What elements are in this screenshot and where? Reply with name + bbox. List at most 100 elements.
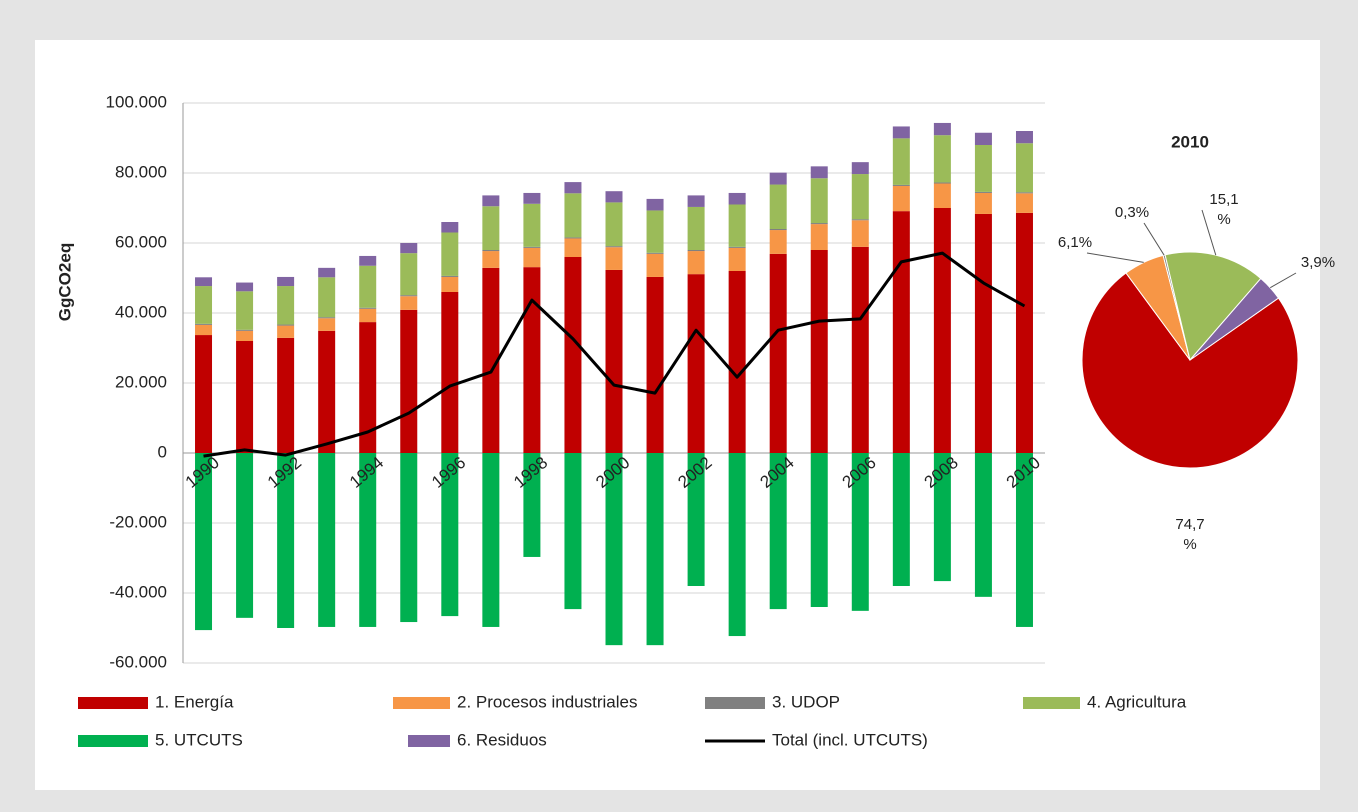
bar-segment (974, 453, 992, 597)
bar-segment (810, 178, 828, 224)
bar-segment (851, 246, 869, 453)
bar-segment (605, 269, 623, 453)
pie-label: 6,1% (1058, 234, 1092, 251)
bar-segment (195, 286, 213, 324)
bar-segment (892, 126, 910, 139)
leader-line (1269, 272, 1297, 289)
bar-segment (646, 253, 664, 277)
total-line (203, 251, 1026, 458)
bar-segment (482, 453, 500, 627)
bar-segment (687, 453, 705, 586)
bar-segment (400, 253, 418, 296)
bar-segment (564, 182, 582, 194)
bar-segment (646, 210, 664, 253)
bar-segment (810, 166, 828, 179)
bar-segment (277, 337, 295, 453)
bar-segment (728, 453, 746, 637)
bar-segment (646, 252, 664, 254)
legend-swatch (78, 735, 148, 747)
bar-segment (933, 453, 951, 582)
y-tick-label: -40.000 (109, 582, 167, 601)
legend-swatch (393, 697, 450, 709)
bar-segment (933, 135, 951, 183)
legend-swatch (705, 697, 765, 709)
bar-segment (728, 271, 746, 453)
legend-label: 3. UDOP (772, 692, 840, 711)
bar-segment (851, 219, 869, 221)
bar-segment (605, 202, 623, 247)
bar-segment (851, 162, 869, 175)
bar-segment (359, 453, 377, 627)
bar-segment (523, 203, 541, 247)
bar-segment (974, 132, 992, 145)
y-tick-label: 0 (158, 442, 167, 461)
bar-segment (236, 453, 254, 618)
y-axis-label: GgCO2eq (55, 243, 74, 321)
bar-segment (605, 246, 623, 248)
bar-segment (1015, 453, 1033, 627)
legend-swatch (408, 735, 450, 747)
bar-segment (646, 453, 664, 646)
bar-segment (646, 276, 664, 453)
bar-segment (236, 330, 254, 341)
bar-segment (810, 250, 828, 453)
bar-segment (564, 257, 582, 453)
y-tick-label: -20.000 (109, 512, 167, 531)
bar-segment (769, 253, 787, 453)
legend-label: 6. Residuos (457, 730, 547, 749)
bar-segment (974, 145, 992, 192)
bar-segment (318, 267, 336, 278)
bar-segment (195, 277, 213, 287)
bar-segment (236, 291, 254, 330)
bar-segment (769, 229, 787, 231)
bar-segment (236, 341, 254, 453)
bar-segment (564, 238, 582, 257)
bar-segment (810, 453, 828, 607)
bar-segment (769, 453, 787, 610)
bar-segment (892, 185, 910, 212)
pie-label: 0,3% (1115, 204, 1149, 221)
bar-segment (728, 204, 746, 247)
bar-segment (687, 195, 705, 207)
bar-segment (933, 183, 951, 208)
bar-segment (441, 292, 459, 453)
bar-segment (400, 296, 418, 310)
bar-segment (482, 250, 500, 252)
leader-line (1086, 252, 1144, 263)
bar-segment (1015, 212, 1033, 453)
bar-segment (195, 335, 213, 453)
legend-label: 4. Agricultura (1087, 692, 1187, 711)
bar-segment (318, 317, 336, 319)
bar-segment (359, 265, 377, 308)
bar-segment (400, 295, 418, 297)
bar-segment (318, 318, 336, 331)
legend-swatch (78, 697, 148, 709)
bar-segment (441, 276, 459, 292)
bar-segment (687, 251, 705, 275)
bar-segment (933, 208, 951, 453)
legend-label: 5. UTCUTS (155, 730, 243, 749)
y-tick-label: 40.000 (115, 302, 167, 321)
bar-segment (523, 267, 541, 453)
leader-line (1143, 222, 1165, 256)
bar-segment (1015, 131, 1033, 144)
bar-segment (892, 211, 910, 453)
bar-segment (318, 277, 336, 318)
bar-segment (1015, 143, 1033, 193)
bar-segment (482, 267, 500, 453)
bar-segment (974, 191, 992, 193)
bar-segment (892, 184, 910, 186)
bar-segment (400, 309, 418, 453)
leader-line (1201, 209, 1217, 256)
legend-label: 1. Energía (155, 692, 234, 711)
pie-label: 15,1% (1209, 191, 1238, 228)
bar-segment (728, 192, 746, 205)
bar-segment (236, 329, 254, 331)
y-tick-label: 20.000 (115, 372, 167, 391)
bar-segment (564, 453, 582, 610)
bar-segment (359, 308, 377, 323)
bar-segment (277, 324, 295, 326)
pie-slice (1164, 251, 1262, 362)
